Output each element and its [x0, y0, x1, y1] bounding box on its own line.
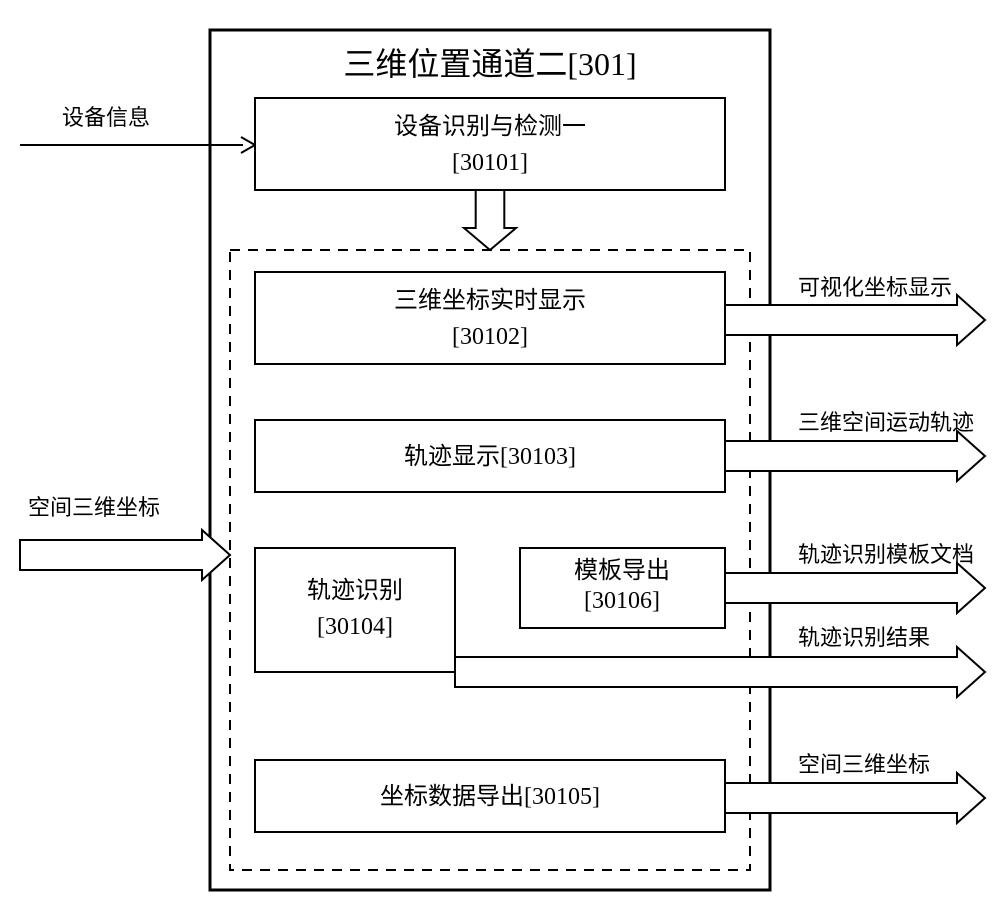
label-rec-result: 轨迹识别结果 [798, 625, 930, 650]
diagram-canvas: 三维位置通道二[301] 设备信息 设备识别与检测一 [30101] 三维坐标实时显示 [… [0, 0, 1000, 915]
box-traj-display-line1: 轨迹显示[30103] [404, 443, 576, 470]
box-template-export-line2: [30106] [584, 588, 660, 614]
box-coord-display-line2: [30102] [452, 324, 528, 350]
arrow-space-coord-out [725, 773, 985, 823]
box-detect-line1: 设备识别与检测一 [394, 113, 586, 140]
label-template-doc: 轨迹识别模板文档 [798, 542, 974, 567]
arrow-device-info [20, 137, 255, 153]
label-vis-coord: 可视化坐标显示 [798, 275, 952, 300]
arrow-motion-traj [725, 431, 985, 481]
box-coord-display-line1: 三维坐标实时显示 [394, 287, 586, 314]
box-template-export-line1: 模板导出 [574, 557, 670, 584]
label-motion-traj: 三维空间运动轨迹 [798, 410, 974, 435]
box-traj-recognition-line2: [30104] [317, 614, 393, 640]
box-coord-export-line1: 坐标数据导出[30105] [380, 783, 600, 810]
box-traj-recognition-line1: 轨迹识别 [307, 577, 403, 604]
arrow-rec-result [455, 647, 985, 697]
box-detect-line2: [30101] [452, 150, 528, 176]
label-device-info: 设备信息 [62, 105, 150, 130]
arrow-vis-coord [725, 295, 985, 345]
outer-title: 三维位置通道二[301] [343, 46, 636, 82]
label-space-coord-in: 空间三维坐标 [28, 495, 160, 520]
box-detect [255, 98, 725, 190]
arrow-template-doc [725, 563, 985, 613]
label-space-coord-out: 空间三维坐标 [798, 752, 930, 777]
box-coord-display [255, 272, 725, 364]
arrow-down-to-dashed [464, 190, 516, 250]
arrow-space-coord-in [20, 530, 230, 580]
box-traj-recognition [255, 548, 455, 672]
